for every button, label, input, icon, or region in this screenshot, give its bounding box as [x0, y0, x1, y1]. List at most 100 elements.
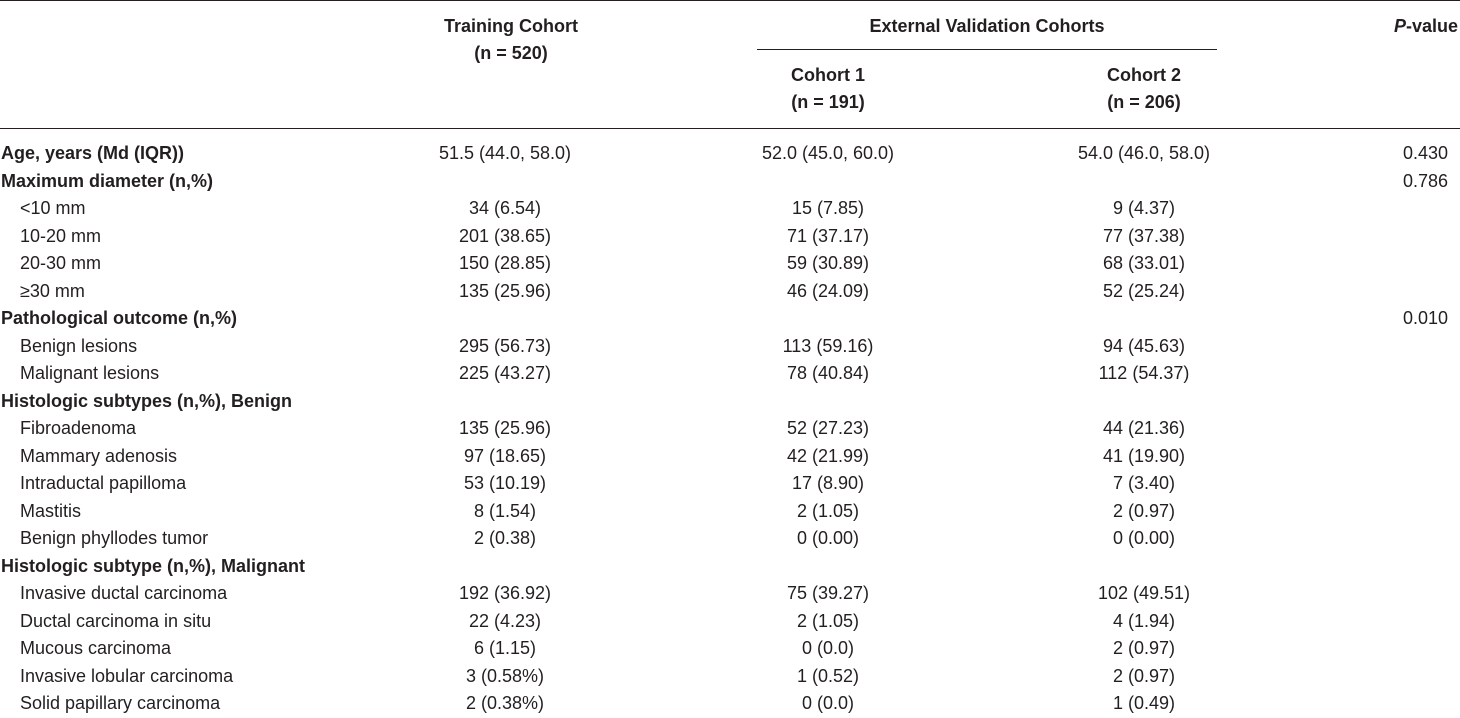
- cell-cohort-2: 2 (0.97): [1112, 665, 1176, 686]
- cell-cohort-2: 54.0 (46.0, 58.0): [1077, 143, 1211, 163]
- cell-training-cohort: 2 (0.38): [473, 528, 537, 548]
- row-label: <10 mm: [20, 198, 86, 218]
- cell-training-cohort: 150 (28.85): [458, 253, 552, 273]
- cell-cohort-1: 2 (1.05): [796, 500, 860, 521]
- cell-cohort-1: 0 (0.0): [801, 638, 855, 658]
- row-label: Solid papillary carcinoma: [20, 693, 221, 713]
- table-section-row: Histologic subtypes (n,%), Benign: [0, 388, 1460, 416]
- cell-training-cohort: 295 (56.73): [458, 335, 552, 356]
- cell-training-cohort: 2 (0.38%): [465, 693, 545, 713]
- header-p-value: P-value: [1394, 13, 1458, 40]
- cell-cohort-2: 1 (0.49): [1112, 693, 1176, 713]
- row-label: Intraductal papilloma: [20, 473, 187, 493]
- row-label: Benign phyllodes tumor: [20, 528, 209, 548]
- row-label: 10-20 mm: [20, 225, 102, 246]
- row-label: Histologic subtypes (n,%), Benign: [1, 390, 293, 411]
- row-label: Mastitis: [20, 500, 82, 521]
- cell-training-cohort: 8 (1.54): [473, 500, 537, 521]
- cell-training-cohort: 97 (18.65): [463, 445, 547, 466]
- cell-training-cohort: 192 (36.92): [458, 583, 552, 603]
- cell-training-cohort: 6 (1.15): [473, 638, 537, 658]
- cell-cohort-2: 4 (1.94): [1112, 610, 1176, 631]
- cell-training-cohort: 53 (10.19): [463, 473, 547, 493]
- cell-training-cohort: 201 (38.65): [458, 225, 552, 246]
- header-external-title: External Validation Cohorts: [869, 16, 1105, 36]
- row-label: Ductal carcinoma in situ: [20, 610, 212, 631]
- cell-cohort-2: 9 (4.37): [1112, 198, 1176, 218]
- cell-training-cohort: 225 (43.27): [458, 363, 552, 383]
- header-cohort-2-n: (n = 206): [1107, 92, 1181, 112]
- table-row: <10 mm 34 (6.54) 15 (7.85) 9 (4.37): [0, 195, 1460, 223]
- table-section-row: Histologic subtype (n,%), Malignant: [0, 553, 1460, 581]
- cell-cohort-2: 102 (49.51): [1097, 583, 1191, 603]
- cell-training-cohort: 22 (4.23): [468, 610, 542, 631]
- table-row: Fibroadenoma 135 (25.96) 52 (27.23) 44 (21.…: [0, 415, 1460, 443]
- cell-cohort-1: 42 (21.99): [786, 445, 870, 466]
- cell-cohort-2: 2 (0.97): [1112, 638, 1176, 658]
- header-cohort-1-title: Cohort 1: [791, 65, 865, 85]
- row-label: Pathological outcome (n,%): [1, 308, 238, 328]
- header-p-italic: P: [1393, 16, 1406, 36]
- table-row: Benign lesions 295 (56.73) 113 (59.16) 94 (…: [0, 333, 1460, 361]
- table-row: Mastitis 8 (1.54) 2 (1.05) 2 (0.97): [0, 498, 1460, 526]
- cell-p-value: 0.010: [1402, 308, 1448, 328]
- table-top-rule: [0, 0, 1460, 1]
- table-row: ≥30 mm 135 (25.96) 46 (24.09) 52 (25.24): [0, 278, 1460, 306]
- cell-cohort-2: 2 (0.97): [1112, 500, 1176, 521]
- cell-cohort-1: 71 (37.17): [786, 225, 870, 246]
- table-row: Malignant lesions 225 (43.27) 78 (40.84) 11…: [0, 360, 1460, 388]
- cell-p-value: 0.430: [1402, 143, 1448, 163]
- table-row: Invasive lobular carcinoma 3 (0.58%) 1 (0.…: [0, 663, 1460, 691]
- cell-cohort-1: 59 (30.89): [786, 253, 870, 273]
- cell-cohort-2: 0 (0.00): [1112, 528, 1176, 548]
- cell-cohort-2: 7 (3.40): [1112, 473, 1176, 493]
- table-body: Age, years (Md (IQR)) 51.5 (44.0, 58.0) 52…: [0, 140, 1460, 718]
- cell-cohort-2: 77 (37.38): [1102, 225, 1186, 246]
- table-row: Solid papillary carcinoma 2 (0.38%) 0 (0.0…: [0, 690, 1460, 718]
- cell-cohort-1: 1 (0.52): [796, 665, 860, 686]
- row-label: Maximum diameter (n,%): [1, 170, 214, 191]
- header-external-validation: External Validation Cohorts: [757, 13, 1217, 40]
- table-section-row: Age, years (Md (IQR)) 51.5 (44.0, 58.0) 52…: [0, 140, 1460, 168]
- cell-training-cohort: 135 (25.96): [458, 280, 552, 301]
- table-row: Mucous carcinoma 6 (1.15) 0 (0.0) 2 (0.97): [0, 635, 1460, 663]
- header-training-title: Training Cohort: [444, 16, 578, 36]
- row-label: Mammary adenosis: [20, 445, 178, 466]
- cell-training-cohort: 3 (0.58%): [465, 665, 545, 686]
- cell-cohort-1: 2 (1.05): [796, 610, 860, 631]
- cell-cohort-1: 52.0 (45.0, 60.0): [761, 143, 895, 163]
- row-label: Age, years (Md (IQR)): [1, 143, 185, 163]
- header-bottom-rule: [0, 128, 1460, 129]
- row-label: Benign lesions: [20, 335, 138, 356]
- cell-cohort-2: 94 (45.63): [1102, 335, 1186, 356]
- cell-cohort-1: 78 (40.84): [786, 363, 870, 383]
- row-label: Malignant lesions: [20, 363, 160, 383]
- row-label: Mucous carcinoma: [20, 638, 172, 658]
- header-cohort-1-n: (n = 191): [791, 92, 865, 112]
- row-label: Invasive lobular carcinoma: [20, 665, 234, 686]
- row-label: 20-30 mm: [20, 253, 102, 273]
- table-row: 10-20 mm 201 (38.65) 71 (37.17) 77 (37.38): [0, 223, 1460, 251]
- table-row: Mammary adenosis 97 (18.65) 42 (21.99) 41 (…: [0, 443, 1460, 471]
- cell-cohort-1: 17 (8.90): [791, 473, 865, 493]
- cell-cohort-1: 46 (24.09): [786, 280, 870, 301]
- cell-cohort-1: 15 (7.85): [791, 198, 865, 218]
- table-row: Invasive ductal carcinoma 192 (36.92) 75 (…: [0, 580, 1460, 608]
- cell-training-cohort: 34 (6.54): [468, 198, 542, 218]
- header-p-rest: -value: [1405, 16, 1458, 36]
- cell-cohort-1: 52 (27.23): [786, 418, 870, 438]
- cell-cohort-1: 75 (39.27): [786, 583, 870, 603]
- table-row: Benign phyllodes tumor 2 (0.38) 0 (0.00) 0 …: [0, 525, 1460, 553]
- cell-cohort-2: 52 (25.24): [1102, 280, 1186, 301]
- table-section-row: Pathological outcome (n,%) 0.010: [0, 305, 1460, 333]
- external-group-rule: [757, 49, 1217, 50]
- cell-p-value: 0.786: [1402, 170, 1448, 191]
- table-row: 20-30 mm 150 (28.85) 59 (30.89) 68 (33.01): [0, 250, 1460, 278]
- row-label: ≥30 mm: [20, 280, 85, 301]
- header-cohort-2: Cohort 2 (n = 206): [1044, 62, 1244, 116]
- header-training-cohort: Training Cohort (n = 520): [411, 13, 611, 67]
- row-label: Histologic subtype (n,%), Malignant: [1, 555, 306, 576]
- table-row: Ductal carcinoma in situ 22 (4.23) 2 (1.05…: [0, 608, 1460, 636]
- row-label: Invasive ductal carcinoma: [20, 583, 228, 603]
